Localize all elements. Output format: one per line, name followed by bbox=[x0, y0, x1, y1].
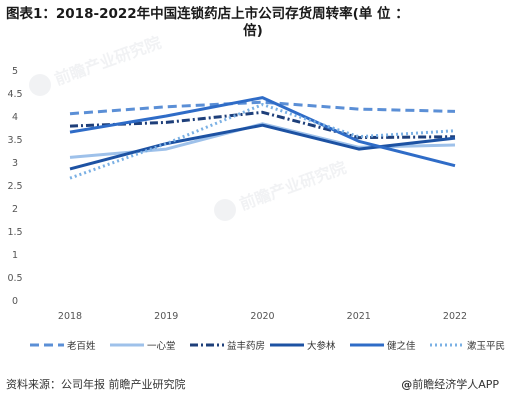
y-tick-label: 3.5 bbox=[7, 135, 22, 146]
watermark-logo-icon bbox=[214, 199, 236, 221]
series-line bbox=[69, 100, 456, 116]
brand-credit: @前瞻经济学人APP bbox=[401, 376, 499, 392]
chart-title-line-2: 倍) bbox=[243, 23, 263, 39]
series-line bbox=[69, 110, 456, 140]
watermark-logo-icon bbox=[29, 74, 51, 96]
legend-label: 大参林 bbox=[307, 340, 336, 352]
legend-label: 益丰药房 bbox=[227, 340, 265, 352]
y-tick-label: 3 bbox=[12, 158, 18, 169]
legend-item: 大参林 bbox=[270, 340, 336, 352]
chart-title-line-1: 图表1：2018-2022年中国连锁药店上市公司存货周转率(单 位 ： bbox=[6, 6, 409, 22]
brand-name: 前瞻经济学人APP bbox=[412, 378, 499, 391]
legend-item: 老百姓 bbox=[30, 340, 96, 352]
watermark: 前瞻产业研究院 bbox=[214, 158, 349, 221]
series-line bbox=[69, 96, 456, 168]
chart-title: 图表1：2018-2022年中国连锁药店上市公司存货周转率(单 位 ： 倍) bbox=[6, 6, 500, 40]
watermark: 前瞻产业研究院 bbox=[29, 33, 164, 96]
watermark-text: 前瞻产业研究院 bbox=[237, 158, 349, 214]
y-tick-label: 4.5 bbox=[7, 89, 22, 100]
y-tick-label: 1.5 bbox=[7, 227, 22, 238]
x-axis-ticks: 2018 2019 2020 2021 2022 bbox=[58, 311, 467, 322]
x-tick-label: 2019 bbox=[154, 311, 178, 322]
y-tick-label: 4 bbox=[12, 112, 18, 123]
source-note: 资料来源：公司年报 前瞻产业研究院 bbox=[6, 378, 186, 391]
x-tick-label: 2022 bbox=[443, 311, 467, 322]
x-tick-label: 2021 bbox=[347, 311, 371, 322]
series-lines bbox=[69, 96, 456, 180]
y-tick-label: 5 bbox=[12, 66, 18, 77]
y-tick-label: 0.5 bbox=[7, 273, 22, 284]
legend-item: 健之佳 bbox=[350, 340, 416, 352]
legend-label: 健之佳 bbox=[387, 340, 416, 352]
brand-at-icon: @ bbox=[401, 378, 413, 391]
legend-item: 漱玉平民 bbox=[430, 341, 505, 352]
y-tick-label: 0 bbox=[12, 296, 18, 307]
y-tick-label: 2 bbox=[12, 204, 18, 215]
legend-label: 漱玉平民 bbox=[467, 341, 505, 352]
x-tick-label: 2020 bbox=[250, 311, 274, 322]
y-tick-label: 1 bbox=[12, 250, 18, 261]
watermark-text: 前瞻产业研究院 bbox=[52, 33, 164, 89]
y-axis-ticks: 0 0.5 1 1.5 2 2.5 3 3.5 4 4.5 5 bbox=[7, 66, 22, 307]
x-tick-label: 2018 bbox=[58, 311, 82, 322]
legend: 老百姓 一心堂 益丰药房 大参林 健之佳 漱玉平民 bbox=[30, 340, 505, 352]
legend-item: 益丰药房 bbox=[190, 340, 265, 352]
legend-label: 老百姓 bbox=[67, 340, 96, 352]
series-line bbox=[69, 103, 456, 180]
legend-label: 一心堂 bbox=[147, 340, 176, 352]
legend-item: 一心堂 bbox=[110, 340, 176, 352]
y-tick-label: 2.5 bbox=[7, 181, 22, 192]
series-line bbox=[69, 123, 456, 171]
